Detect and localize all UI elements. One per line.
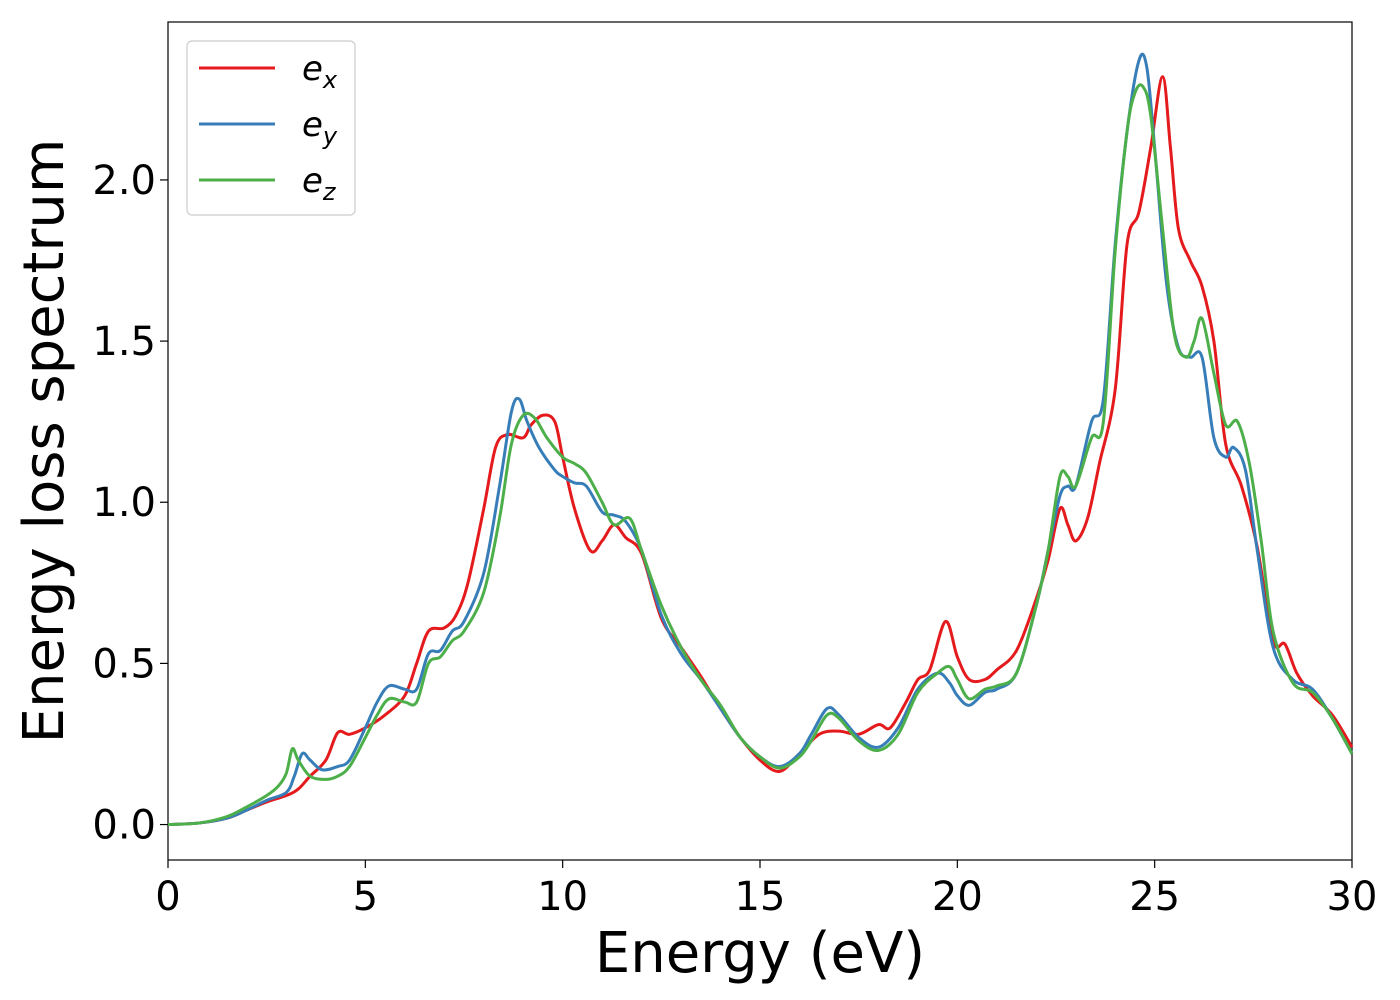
legend-label-e-x: ex xyxy=(302,49,338,94)
y-axis-title: Energy loss spectrum xyxy=(12,139,77,744)
y-tick-label: 1.5 xyxy=(92,319,156,365)
x-tick-label: 5 xyxy=(353,874,378,920)
x-tick-label: 0 xyxy=(155,874,180,920)
x-tick-label: 10 xyxy=(537,874,588,920)
ticks-layer: 0 5 10 15 20 25 30 0.0 0.5 1.0 1.5 2.0 xyxy=(92,158,1377,920)
x-tick-label: 30 xyxy=(1327,874,1378,920)
series-layer xyxy=(167,52,1354,827)
legend-label-e-z: ez xyxy=(302,161,337,206)
y-tick-label: 2.0 xyxy=(92,158,156,204)
x-tick-label: 20 xyxy=(932,874,983,920)
legend-label-e-y: ey xyxy=(302,105,338,150)
x-tick-label: 25 xyxy=(1129,874,1180,920)
series-line-e-z xyxy=(167,83,1354,827)
y-tick-label: 0.5 xyxy=(92,641,156,687)
x-tick-label: 15 xyxy=(735,874,786,920)
y-tick-label: 1.0 xyxy=(92,480,156,526)
legend-box xyxy=(186,40,356,216)
series-line-e-y xyxy=(167,52,1354,827)
x-axis-title: Energy (eV) xyxy=(595,921,925,986)
legend: ex ey ez xyxy=(186,40,356,216)
y-tick-label: 0.0 xyxy=(92,803,156,849)
